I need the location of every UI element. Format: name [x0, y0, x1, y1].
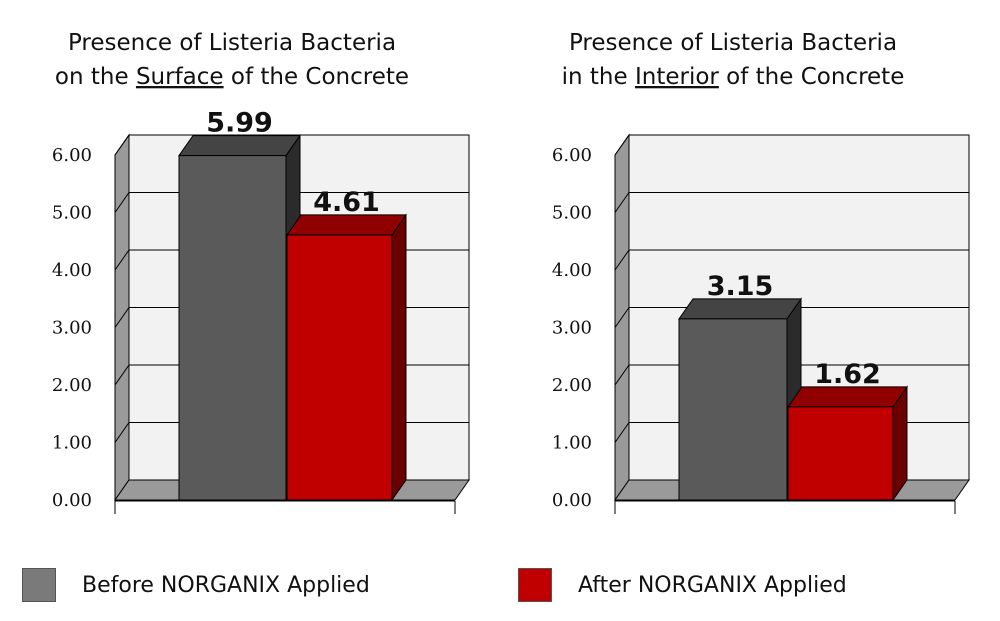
- gridline-side: [614, 364, 630, 386]
- bar-front-face: [678, 318, 788, 501]
- bar-before: 3.15: [678, 271, 802, 502]
- chart-title-line-2: in the Interior of the Concrete: [562, 64, 905, 90]
- chart-title-emphasis: Surface: [136, 64, 224, 90]
- bar-value-label: 1.62: [814, 359, 881, 390]
- chart-title-text: of the Concrete: [719, 64, 904, 90]
- y-tick-label: 1.00: [52, 433, 92, 454]
- legend-label-after: After NORGANIX Applied: [578, 572, 847, 598]
- gridline-side: [614, 422, 630, 443]
- gridline-side: [114, 134, 130, 156]
- gridline-side: [114, 422, 130, 443]
- y-tick-label: 5.00: [552, 203, 592, 224]
- y-tick-label: 4.00: [552, 260, 592, 281]
- bar-front-face: [286, 234, 393, 501]
- bar-after: 4.61: [286, 187, 407, 502]
- gridline-side: [114, 192, 130, 213]
- y-tick-label: 6.00: [552, 145, 592, 166]
- bar-after: 1.62: [787, 359, 908, 502]
- gridline-side: [114, 307, 130, 328]
- y-tick-label: 5.00: [52, 203, 92, 224]
- chart-2: Presence of Listeria Bacteria in the Inte…: [552, 30, 970, 514]
- gridline-side: [114, 364, 130, 386]
- bar-front-face: [787, 406, 894, 501]
- chart-title-line-1: Presence of Listeria Bacteria: [569, 30, 897, 56]
- legend-label-before: Before NORGANIX Applied: [82, 572, 370, 598]
- chart-title-text: on the: [55, 64, 136, 90]
- gridline-side: [614, 307, 630, 328]
- y-tick-label: 1.00: [552, 433, 592, 454]
- y-tick-label: 6.00: [52, 145, 92, 166]
- y-tick-label: 0.00: [52, 490, 92, 511]
- gridline-side: [614, 192, 630, 213]
- bar-front-face: [178, 155, 287, 501]
- chart-title-line-1: Presence of Listeria Bacteria: [68, 30, 396, 56]
- legend-item-after: After NORGANIX Applied: [518, 565, 847, 605]
- bar-value-label: 3.15: [707, 271, 774, 302]
- chart-title-text: Presence of Listeria Bacteria: [569, 30, 897, 56]
- bar-top-face: [678, 298, 802, 320]
- bar-value-label: 5.99: [206, 108, 273, 139]
- bar-value-label: 4.61: [313, 187, 380, 218]
- bar-side-face: [391, 213, 407, 502]
- y-tick-label: 3.00: [52, 318, 92, 339]
- y-tick-label: 2.00: [552, 375, 592, 396]
- chart-1: Presence of Listeria Bacteria on the Surf…: [52, 30, 470, 514]
- y-tick-label: 4.00: [52, 260, 92, 281]
- legend-swatch-after: [518, 568, 552, 602]
- chart-title-line-2: on the Surface of the Concrete: [55, 64, 409, 90]
- gridline-side: [614, 249, 630, 271]
- gridline-side: [614, 134, 630, 156]
- y-tick-label: 0.00: [552, 490, 592, 511]
- chart-title-text: of the Concrete: [224, 64, 409, 90]
- chart-title-emphasis: Interior: [635, 64, 719, 90]
- legend-item-before: Before NORGANIX Applied: [22, 565, 370, 605]
- gridline-side: [114, 249, 130, 271]
- bar-before: 5.99: [178, 108, 301, 502]
- y-tick-label: 3.00: [552, 318, 592, 339]
- y-tick-label: 2.00: [52, 375, 92, 396]
- chart-title-text: Presence of Listeria Bacteria: [68, 30, 396, 56]
- legend-swatch-before: [22, 568, 56, 602]
- chart-title-text: in the: [562, 64, 635, 90]
